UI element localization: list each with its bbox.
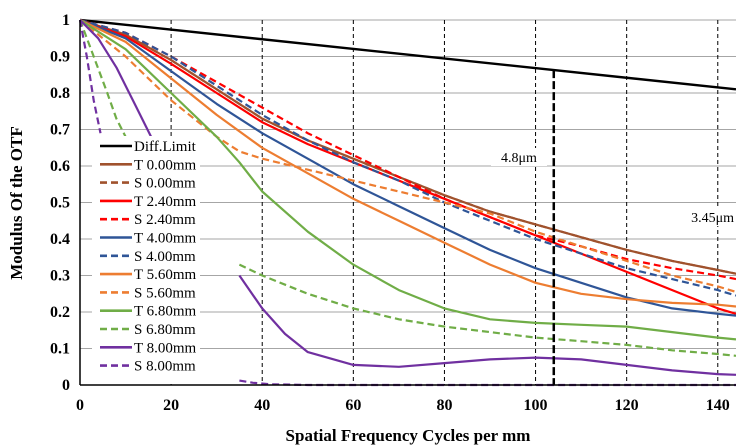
x-tick-label-20: 20 [163,397,179,414]
annotation-bg-1 [672,208,734,226]
series-line-t-4-00mm [79,18,736,317]
y-tick-label-0-9: 0.9 [50,49,70,66]
y-tick-label-0-4: 0.4 [50,231,70,248]
y-tick-label-0-1: 0.1 [50,341,70,358]
legend-label-s-5-60mm: S 5.60mm [134,285,196,301]
legend-label-t-6-80mm: T 6.80mm [134,304,197,320]
x-tick-label-0: 0 [76,397,84,414]
annotation-3-45-m: 3.45μm [691,211,734,226]
legend-label-t-8-00mm: T 8.00mm [134,340,197,356]
series-line-s-2-40mm [79,18,736,281]
legend: Diff.Limit T 0.00mm S 0.00mm T 2.40mm S 2.40… [92,136,200,384]
series-line-diff-limit [79,18,736,91]
y-tick-label-0-2: 0.2 [50,304,70,321]
y-tick-label-0-6: 0.6 [50,158,70,175]
x-tick-label-120: 120 [615,397,639,414]
plot-series [78,18,736,387]
y-tick-label-0-5: 0.5 [50,195,70,212]
y-axis-title: Modulus Of the OTF [7,126,26,280]
legend-label-t-2-40mm: T 2.40mm [134,194,197,210]
x-axis-title: Spatial Frequency Cycles per mm [286,426,531,445]
series-line-s-8-00mm [78,19,102,134]
legend-background [92,136,200,384]
y-tick-label-0-3: 0.3 [50,268,70,285]
x-tick-label-100: 100 [524,397,548,414]
series-line-t-2-40mm [79,18,736,315]
series-line-t-5-60mm [79,19,736,308]
series-line-t-8-00mm-tail [238,274,736,376]
legend-label-s-2-40mm: S 2.40mm [134,212,196,228]
legend-label-s-6-80mm: S 6.80mm [134,322,196,338]
series-line-t-6-80mm [79,19,736,341]
series-line-s-4-00mm [79,18,736,297]
legend-label-t-0-00mm: T 0.00mm [134,157,197,173]
y-tick-label-0-8: 0.8 [50,85,70,102]
y-tick-label-1: 1 [62,12,70,29]
legend-label-t-4-00mm: T 4.00mm [134,231,197,247]
annotations: 4.8μm 3.45μm [491,70,734,385]
series-line-s-6-80mm [78,19,127,138]
legend-label-s-4-00mm: S 4.00mm [134,249,196,265]
y-tick-label-0: 0 [62,377,70,394]
legend-label-t-5-60mm: T 5.60mm [134,267,197,283]
legend-label-diff-limit: Diff.Limit [134,139,197,155]
series-line-s-0-00mm [79,18,736,275]
y-tick-label-0-7: 0.7 [50,122,70,139]
x-tick-label-40: 40 [254,397,270,414]
annotation-4-8-m: 4.8μm [501,151,537,166]
legend-label-s-0-00mm: S 0.00mm [134,176,196,192]
x-tick-label-60: 60 [345,397,361,414]
x-tick-label-140: 140 [706,397,730,414]
annotation-bg-0 [491,148,547,166]
series-line-s-5-60mm [79,19,736,293]
legend-label-s-8-00mm: S 8.00mm [134,359,196,375]
x-tick-label-80: 80 [436,397,452,414]
axes: 0 0.1 0.2 0.3 0.4 0.5 0.6 0.7 0.8 0.9 1 0 20 40 60 80 10… [50,12,736,414]
series-line-s-6-80mm-tail [238,263,736,357]
